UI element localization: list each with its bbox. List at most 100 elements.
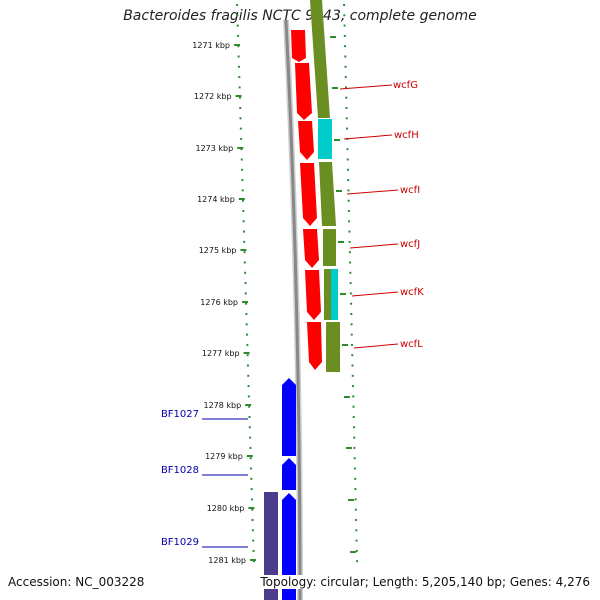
kbp-minor-tick (351, 343, 354, 346)
kbp-minor-tick (353, 457, 356, 460)
cds-BF1027-arrow[interactable] (282, 378, 296, 456)
kbp-minor-tick (246, 364, 249, 367)
forward-strand-genes (291, 30, 322, 370)
kbp-minor-tick (245, 313, 248, 315)
kbp-minor-tick (245, 302, 248, 305)
kbp-minor-tick (353, 467, 356, 470)
kbp-minor-tick (252, 560, 255, 563)
cds-wcfG2-arrow[interactable] (295, 63, 312, 120)
kbp-minor-tick (244, 282, 247, 285)
kbp-tick-label: 1277 kbp (202, 349, 240, 358)
kbp-minor-tick (245, 323, 248, 326)
kbp-minor-tick (239, 127, 242, 130)
kbp-minor-tick (248, 426, 251, 429)
kbp-minor-tick (345, 127, 348, 130)
gene-label-wcfK[interactable]: wcfK (400, 287, 424, 298)
kbp-tick-label: 1281 kbp (208, 556, 246, 565)
gene-label-BF1027[interactable]: BF1027 (161, 409, 199, 420)
kbp-minor-tick (242, 230, 245, 233)
kbp-minor-tick (348, 220, 351, 223)
kbp-minor-tick (354, 477, 357, 480)
cds-wcfH-arrow[interactable] (298, 121, 314, 160)
gene-callout-line (346, 189, 399, 195)
kbp-minor-tick (251, 508, 254, 511)
kbp-tick-label: 1278 kbp (203, 401, 241, 410)
kbp-minor-tick (344, 55, 347, 58)
kbp-minor-tick (343, 14, 346, 17)
cds-wcfK-arrow[interactable] (305, 270, 321, 320)
kbp-minor-tick (238, 96, 241, 99)
kbp-minor-tick (249, 446, 252, 449)
kbp-minor-tick (240, 148, 243, 151)
cog-block-3 (319, 162, 336, 226)
map-title: Bacteroides fragilis NCTC 9343, complete… (123, 8, 477, 24)
kbp-minor-tick (355, 529, 358, 532)
kbp-minor-tick (250, 488, 253, 491)
backbone-arc-core (284, 19, 302, 600)
gene-labels: wcfG wcfH wcfI wcfJ wcfK wcfL BF1027 BF1028 BF10… (161, 80, 424, 548)
kbp-minor-tick (352, 405, 355, 408)
kbp-minor-tick (344, 65, 347, 68)
reverse-strand-genes (264, 378, 296, 600)
kbp-minor-tick (345, 86, 348, 89)
kbp-minor-tick (247, 395, 250, 398)
kbp-minor-tick (354, 488, 357, 491)
kbp-minor-tick (237, 34, 240, 37)
cds-BF1029-arrow[interactable] (282, 493, 296, 600)
kbp-minor-tick (352, 426, 355, 429)
cds-wcfI-arrow[interactable] (300, 163, 317, 226)
kbp-minor-tick (243, 240, 246, 243)
cds-BF1028-arrow[interactable] (282, 458, 296, 490)
kbp-minor-tick (242, 220, 245, 223)
kbp-minor-tick (343, 4, 346, 6)
gene-label-BF1028[interactable]: BF1028 (161, 465, 199, 476)
kbp-minor-tick (351, 364, 354, 367)
kbp-minor-tick (345, 96, 348, 99)
kbp-minor-tick (353, 446, 356, 449)
kbp-minor-tick (350, 313, 353, 315)
kbp-minor-tick (250, 498, 253, 501)
kbp-minor-tick (238, 76, 241, 79)
kbp-minor-tick (347, 199, 350, 202)
gene-label-wcfI[interactable]: wcfI (400, 185, 420, 196)
kbp-minor-tick (356, 560, 359, 563)
kbp-tick-label: 1279 kbp (205, 452, 243, 461)
kbp-minor-tick (240, 137, 243, 140)
gene-label-wcfH[interactable]: wcfH (394, 130, 419, 141)
kbp-minor-tick (243, 261, 246, 264)
cds-wcfL-arrow[interactable] (307, 322, 322, 370)
gene-callout-line (353, 343, 399, 349)
gene-label-wcfJ[interactable]: wcfJ (400, 239, 420, 250)
kbp-minor-tick (236, 14, 239, 17)
kbp-minor-tick (350, 302, 353, 305)
kbp-minor-tick (252, 549, 255, 552)
kbp-minor-tick (350, 333, 353, 336)
kbp-minor-tick (248, 405, 251, 408)
kbp-minor-tick (252, 539, 255, 542)
kbp-minor-tick (348, 240, 351, 243)
kbp-minor-tick (349, 282, 352, 285)
kbp-minor-tick (348, 251, 351, 254)
kbp-minor-tick (243, 251, 246, 254)
gene-label-wcfG[interactable]: wcfG (393, 80, 418, 91)
kbp-minor-tick (353, 436, 356, 439)
kbp-minor-tick (239, 117, 242, 120)
kbp-minor-tick (349, 292, 352, 295)
cds-wcfJ-arrow[interactable] (303, 229, 319, 268)
cog-block-6 (331, 269, 338, 320)
kbp-minor-tick (344, 76, 347, 79)
cog-track (310, 0, 340, 372)
gene-callout-line (349, 243, 399, 249)
gene-label-wcfL[interactable]: wcfL (400, 339, 423, 350)
kbp-tick-label: 1275 kbp (199, 246, 237, 255)
kbp-minor-tick (349, 271, 352, 274)
cds-wcfG-arrow[interactable] (291, 30, 306, 62)
kbp-minor-tick (355, 549, 358, 552)
gene-label-BF1029[interactable]: BF1029 (161, 537, 199, 548)
kbp-minor-tick (352, 395, 355, 398)
gene-callout-line (343, 134, 393, 140)
kbp-minor-tick (248, 416, 251, 418)
kbp-minor-tick (351, 385, 354, 388)
kbp-minor-tick (241, 168, 244, 171)
